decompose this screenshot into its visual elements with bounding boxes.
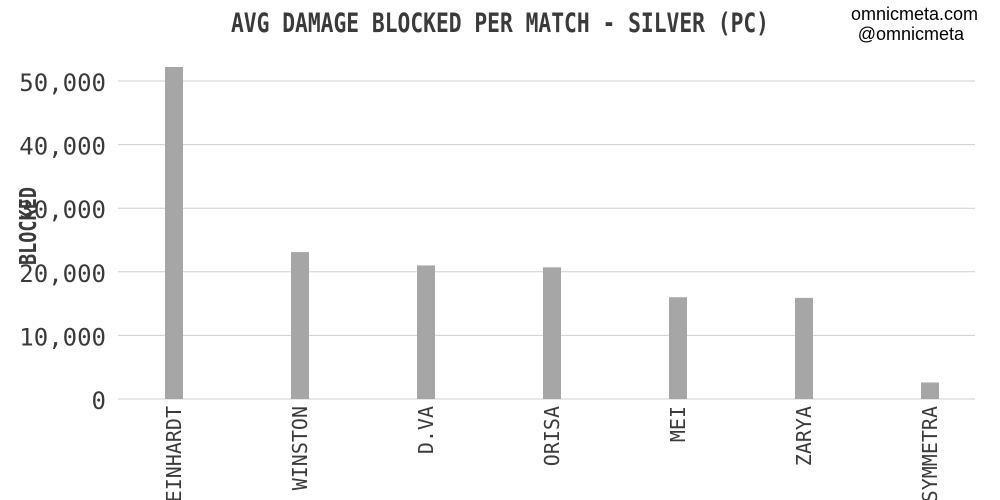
bar-orisa [543, 267, 561, 399]
bars [165, 67, 939, 400]
x-tick-label: ZARYA [792, 406, 816, 466]
credit-handle: @omnicmeta [857, 24, 964, 44]
y-tick-label: 30,000 [19, 196, 106, 224]
credit-site: omnicmeta.com [850, 4, 978, 24]
y-tick-label: 20,000 [19, 260, 106, 288]
y-tick-label: 50,000 [19, 69, 106, 97]
x-tick-label: SYMMETRA [918, 406, 942, 500]
bar-symmetra [921, 382, 939, 399]
x-tick-label: WINSTON [288, 406, 312, 490]
bar-zarya [795, 297, 813, 399]
chart-title: AVG DAMAGE BLOCKED PER MATCH - SILVER (P… [231, 8, 769, 39]
bar-dva [417, 265, 435, 399]
y-tick-label: 10,000 [19, 323, 106, 351]
y-axis-ticks: 0 10,000 20,000 30,000 40,000 50,000 [19, 69, 106, 415]
x-tick-label: MEI [666, 406, 690, 442]
bar-mei [669, 297, 687, 399]
x-axis-labels: REINHARDT WINSTON D.VA ORISA MEI ZARYA SYMMETR… [162, 406, 942, 500]
x-tick-label: ORISA [540, 406, 564, 466]
y-tick-label: 0 [92, 387, 106, 415]
x-tick-label: REINHARDT [162, 406, 186, 500]
y-axis-title: BLOCKED [16, 187, 42, 265]
bar-reinhardt [165, 67, 183, 400]
y-tick-label: 40,000 [19, 133, 106, 161]
bar-winston [291, 252, 309, 399]
x-tick-label: D.VA [414, 406, 438, 454]
